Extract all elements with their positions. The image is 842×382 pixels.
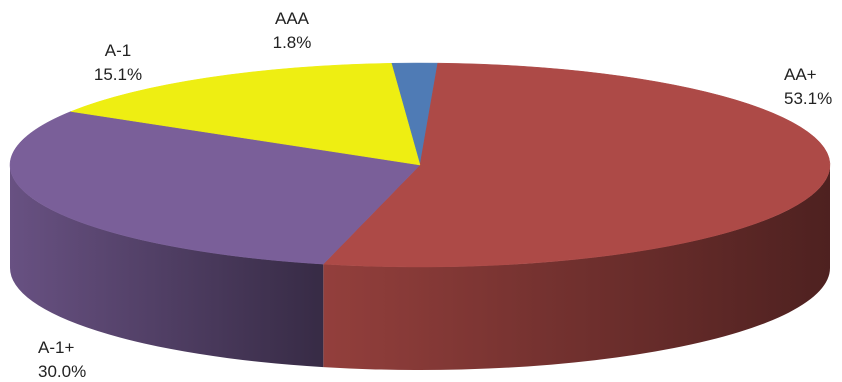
label-a-1-: A-1+ — [38, 338, 74, 357]
label-aaa: AAA — [275, 9, 310, 28]
label-aa--percent: 53.1% — [784, 89, 832, 108]
pie-sides — [10, 165, 830, 370]
pie-top-faces — [9, 62, 831, 268]
label-a-1: A-1 — [105, 41, 131, 60]
slice-a-1- — [9, 111, 421, 265]
slice-labels: AAA 1.8% AA+ 53.1% A-1+ 30.0% A-1 15.1% — [38, 9, 832, 381]
label-a-1-percent: 15.1% — [94, 65, 142, 84]
label-a-1--percent: 30.0% — [38, 362, 86, 381]
slice-side-aa- — [323, 165, 830, 370]
slice-a-1 — [70, 62, 421, 166]
slice-side-a-1- — [10, 165, 324, 368]
label-aaa-percent: 1.8% — [273, 33, 312, 52]
label-aa-: AA+ — [784, 65, 817, 84]
slice-aa- — [322, 62, 831, 268]
